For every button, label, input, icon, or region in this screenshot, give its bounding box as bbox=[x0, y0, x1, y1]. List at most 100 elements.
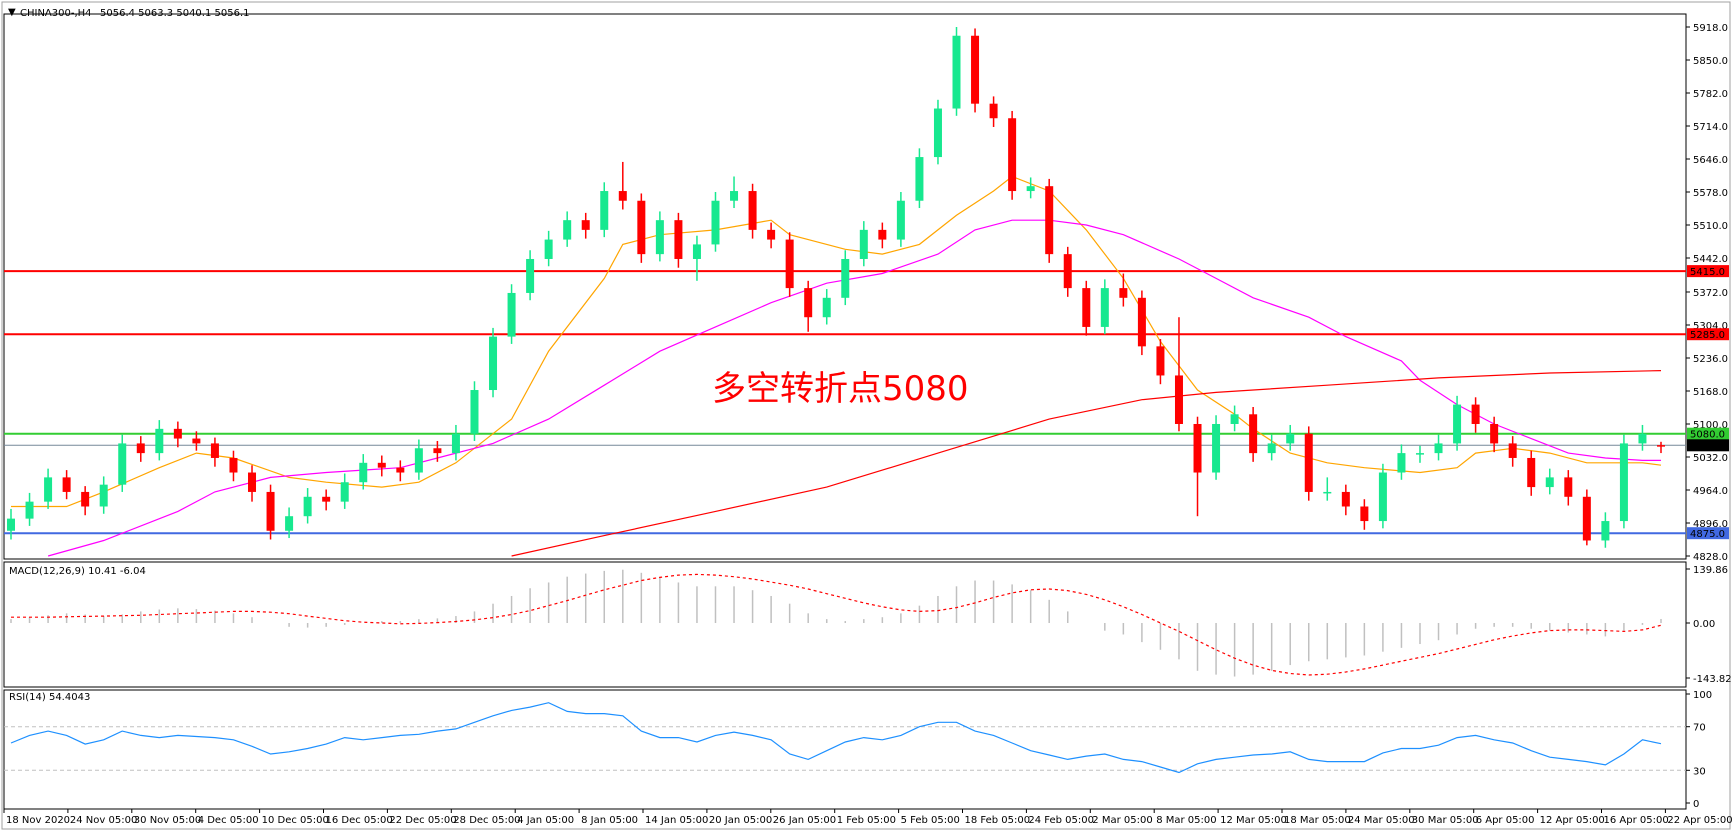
candle-body bbox=[933, 108, 942, 158]
candle-body bbox=[1286, 433, 1295, 444]
time-tick-label: 6 Apr 05:00 bbox=[1476, 815, 1535, 826]
candle-body bbox=[1471, 404, 1480, 424]
price-tick-label: 5578.0 bbox=[1693, 188, 1728, 199]
time-tick-label: 26 Jan 05:00 bbox=[773, 815, 836, 826]
price-tick-label: 4896.0 bbox=[1693, 519, 1728, 530]
candle-body bbox=[173, 428, 182, 439]
candle-body bbox=[451, 433, 460, 454]
candle-body bbox=[1564, 477, 1573, 497]
candle-body bbox=[44, 477, 53, 502]
candle-body bbox=[952, 35, 961, 109]
pane-frame bbox=[3, 689, 1687, 810]
candle-body bbox=[62, 477, 71, 492]
time-tick-label: 4 Jan 05:00 bbox=[517, 815, 574, 826]
candle-body bbox=[1490, 423, 1499, 444]
candle-body bbox=[822, 297, 831, 318]
time-tick-label: 28 Dec 05:00 bbox=[453, 815, 520, 826]
candle-body bbox=[396, 467, 405, 473]
time-tick-label: 14 Jan 05:00 bbox=[645, 815, 708, 826]
candle-body bbox=[285, 516, 294, 531]
candle-body bbox=[637, 200, 646, 255]
candle-body bbox=[971, 35, 980, 104]
price-level-badge bbox=[1687, 527, 1729, 540]
candle-body bbox=[1619, 443, 1628, 522]
time-tick-label: 16 Apr 05:00 bbox=[1604, 815, 1669, 826]
time-tick-label: 30 Nov 05:00 bbox=[134, 815, 201, 826]
candle-body bbox=[25, 501, 34, 519]
candle-body bbox=[81, 491, 90, 507]
price-level-label: 5056.1 bbox=[1690, 441, 1725, 452]
candle-body bbox=[1323, 491, 1332, 494]
candle-body bbox=[767, 229, 776, 240]
time-tick-label: 8 Mar 05:00 bbox=[1156, 815, 1216, 826]
time-tick-label: 20 Jan 05:00 bbox=[709, 815, 772, 826]
candle-body bbox=[1601, 521, 1610, 541]
price-tick-label: 4964.0 bbox=[1693, 486, 1728, 497]
candle-body bbox=[1045, 186, 1054, 255]
candle-body bbox=[1453, 404, 1462, 444]
candle-body bbox=[989, 103, 998, 119]
macd-tick-label: 0.00 bbox=[1693, 619, 1715, 630]
candle-body bbox=[470, 390, 479, 434]
rsi-tick-label: 30 bbox=[1693, 766, 1706, 777]
candle-body bbox=[618, 191, 627, 201]
chart-ohlc: 5056.4 5063.3 5040.1 5056.1 bbox=[100, 8, 250, 19]
price-tick-label: 5100.0 bbox=[1693, 420, 1728, 431]
macd-title: MACD(12,26,9) 10.41 -6.04 bbox=[9, 566, 146, 577]
candle-body bbox=[1267, 443, 1276, 454]
time-tick-label: 18 Mar 05:00 bbox=[1284, 815, 1351, 826]
rsi-title: RSI(14) 54.4043 bbox=[9, 692, 90, 703]
time-tick-label: 1 Feb 05:00 bbox=[837, 815, 896, 826]
candle-body bbox=[99, 484, 108, 507]
candle-body bbox=[896, 200, 905, 240]
dropdown-triangle-icon[interactable]: ▼ bbox=[8, 7, 16, 18]
price-tick-label: 5168.0 bbox=[1693, 387, 1728, 398]
candle-body bbox=[1249, 414, 1258, 454]
time-tick-label: 12 Mar 05:00 bbox=[1220, 815, 1287, 826]
candle-body bbox=[841, 258, 850, 298]
time-tick-label: 2 Mar 05:00 bbox=[1092, 815, 1152, 826]
candle-body bbox=[1174, 375, 1183, 424]
candle-body bbox=[1063, 254, 1072, 289]
candle-body bbox=[1415, 453, 1424, 455]
candle-body bbox=[878, 229, 887, 240]
rsi-tick-label: 100 bbox=[1693, 690, 1712, 701]
price-tick-label: 5442.0 bbox=[1693, 254, 1728, 265]
candle-body bbox=[248, 472, 257, 492]
candle-body bbox=[322, 496, 331, 502]
price-pane[interactable]: 5918.0 5850.0 5782.0 5714.0 5646.0 5578.0 5510… bbox=[3, 13, 1729, 563]
candle-body bbox=[1212, 423, 1221, 473]
candle-body bbox=[303, 496, 312, 517]
candle-body bbox=[359, 462, 368, 483]
time-tick-label: 5 Feb 05:00 bbox=[901, 815, 960, 826]
price-tick-label: 5304.0 bbox=[1693, 321, 1728, 332]
price-level-label: 5285.0 bbox=[1690, 330, 1725, 341]
time-tick-label: 22 Dec 05:00 bbox=[389, 815, 456, 826]
candle-body bbox=[1434, 443, 1443, 454]
candle-body bbox=[1100, 288, 1109, 327]
candle-body bbox=[1082, 288, 1091, 327]
pane-frame bbox=[3, 561, 1687, 688]
moving-average-line bbox=[511, 370, 1662, 557]
macd-tick-label: -143.82 bbox=[1693, 674, 1732, 685]
candle-body bbox=[674, 220, 683, 259]
rsi-pane[interactable]: 100 70 30 0 bbox=[3, 689, 1712, 810]
time-tick-label: 4 Dec 05:00 bbox=[198, 815, 259, 826]
macd-pane[interactable]: 139.86 0.00 -143.82 bbox=[3, 561, 1732, 688]
price-tick-label: 5918.0 bbox=[1693, 23, 1728, 34]
candle-body bbox=[7, 518, 15, 531]
time-tick-label: 30 Mar 05:00 bbox=[1412, 815, 1479, 826]
moving-average-line bbox=[11, 175, 1662, 508]
price-level-badge bbox=[1687, 439, 1729, 452]
candle-body bbox=[414, 448, 423, 473]
rsi-line bbox=[10, 702, 1662, 774]
candle-body bbox=[1378, 472, 1387, 522]
time-tick-label: 24 Mar 05:00 bbox=[1348, 815, 1415, 826]
candle-body bbox=[1545, 477, 1554, 488]
candle-body bbox=[155, 428, 164, 454]
candle-body bbox=[1638, 433, 1647, 444]
candle-body bbox=[544, 239, 553, 259]
price-level-label: 4875.0 bbox=[1690, 529, 1725, 540]
